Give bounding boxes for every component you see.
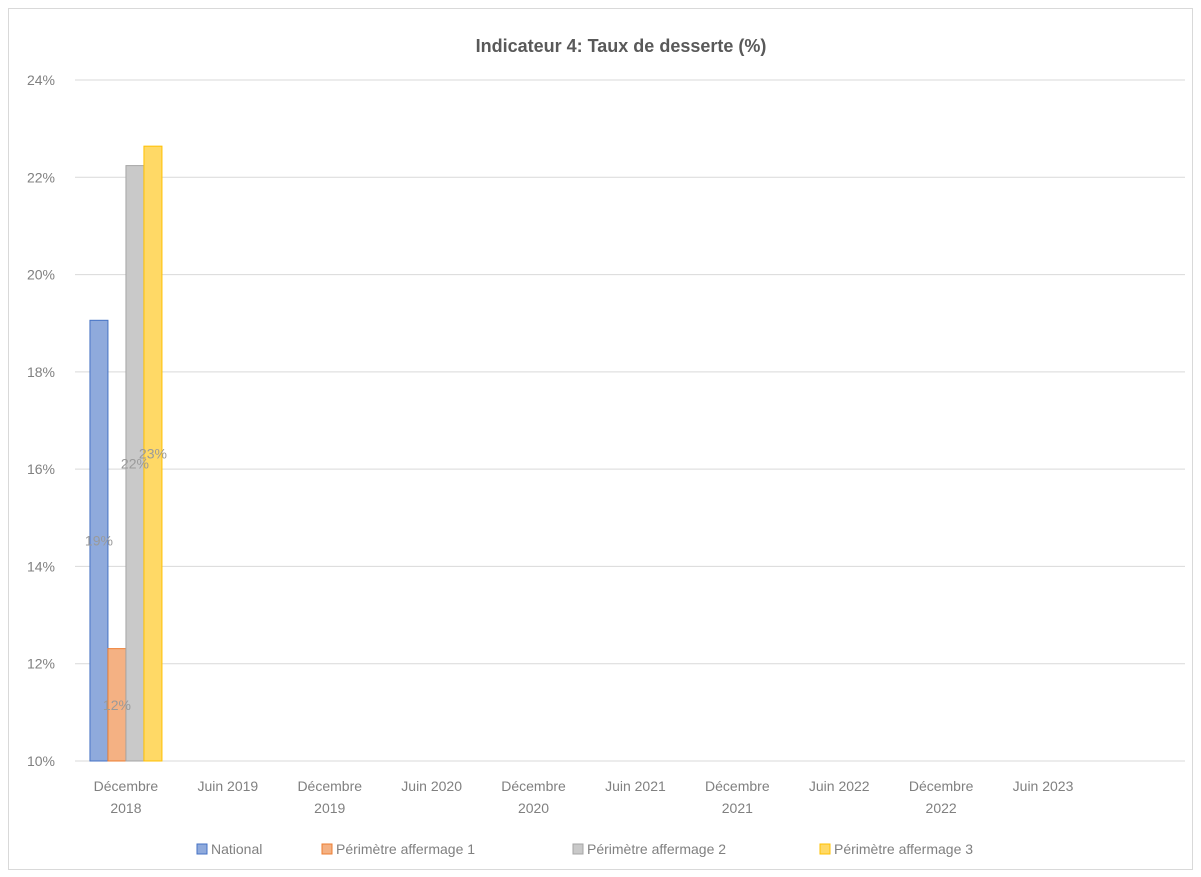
bar <box>89 319 109 762</box>
legend-swatch <box>572 843 584 855</box>
y-tick-label: 20% <box>27 267 55 283</box>
data-label: 19% <box>85 533 113 549</box>
chart-title: Indicateur 4: Taux de desserte (%) <box>476 36 767 56</box>
data-label: 12% <box>103 697 131 713</box>
legend-item: Périmètre affermage 1 <box>321 841 475 857</box>
legend-item: Périmètre affermage 2 <box>572 841 726 857</box>
y-tick-label: 16% <box>27 461 55 477</box>
legend-label: Périmètre affermage 1 <box>336 841 475 857</box>
legend-label: Périmètre affermage 3 <box>834 841 973 857</box>
legend-label: Périmètre affermage 2 <box>587 841 726 857</box>
x-tick-label: Juin 2020 <box>401 778 462 794</box>
x-tick-label: Juin 2022 <box>809 778 870 794</box>
x-tick-label: Décembre 2018 <box>94 778 159 816</box>
x-tick-label: Décembre 2020 <box>501 778 566 816</box>
legend-swatch <box>321 843 333 855</box>
data-label: 22% <box>121 455 149 471</box>
data-label: 23% <box>139 446 167 462</box>
y-tick-label: 12% <box>27 656 55 672</box>
y-tick-label: 10% <box>27 753 55 769</box>
y-tick-label: 14% <box>27 558 55 574</box>
x-tick-label: Juin 2019 <box>197 778 258 794</box>
x-tick-label: Juin 2021 <box>605 778 666 794</box>
x-tick-label: Décembre 2022 <box>909 778 974 816</box>
x-tick-label: Décembre 2019 <box>297 778 362 816</box>
y-tick-label: 22% <box>27 169 55 185</box>
y-tick-label: 18% <box>27 364 55 380</box>
bar <box>143 145 163 762</box>
legend-label: National <box>211 841 262 857</box>
x-tick-label: Juin 2023 <box>1013 778 1074 794</box>
y-tick-label: 24% <box>27 72 55 88</box>
legend-item: National <box>196 841 262 857</box>
legend-swatch <box>196 843 208 855</box>
legend-item: Périmètre affermage 3 <box>819 841 973 857</box>
legend-swatch <box>819 843 831 855</box>
x-tick-label: Décembre 2021 <box>705 778 770 816</box>
chart-frame <box>8 8 1193 870</box>
